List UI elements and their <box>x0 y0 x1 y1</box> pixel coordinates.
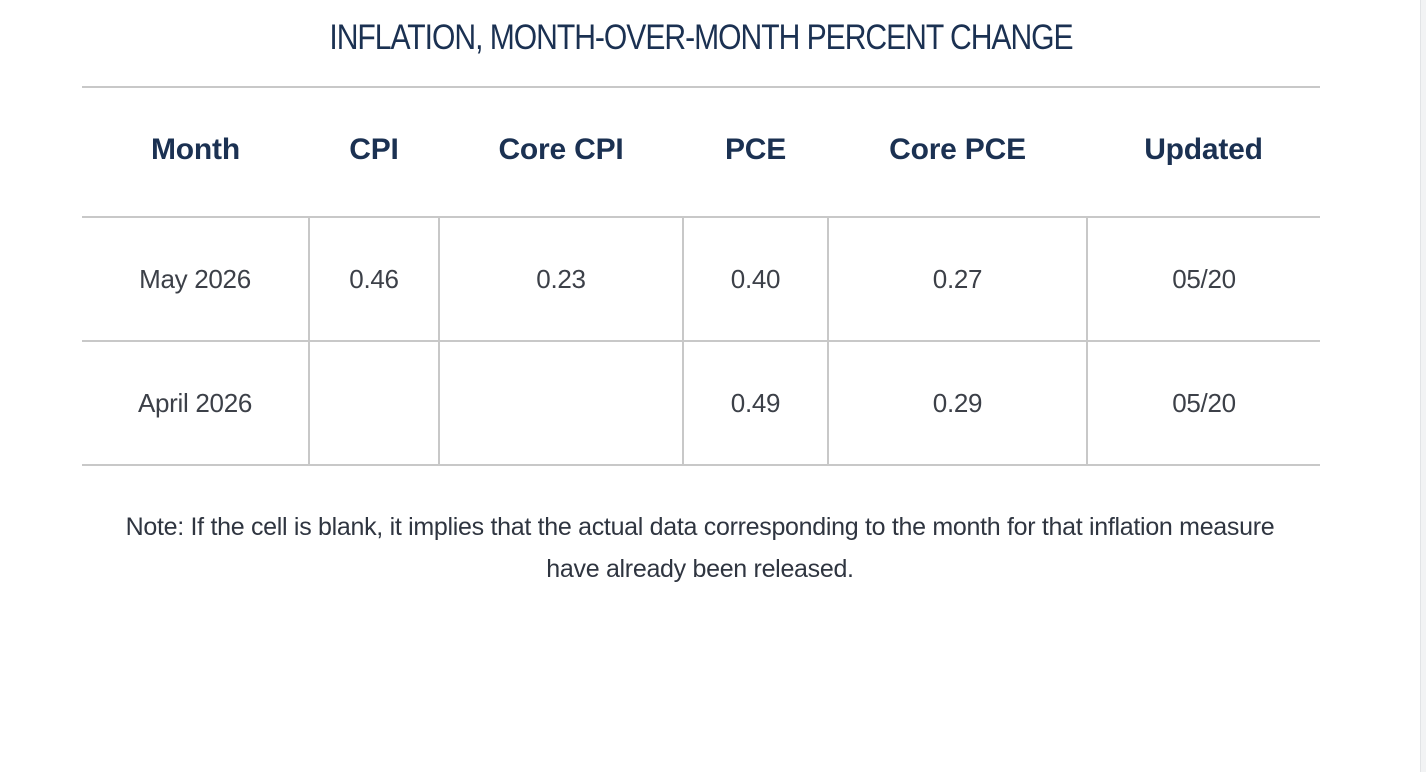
column-header-core-cpi: Core CPI <box>439 86 683 218</box>
table-row: May 2026 0.46 0.23 0.40 0.27 05/20 <box>82 217 1320 342</box>
cell-core-cpi <box>438 341 683 466</box>
column-header-month: Month <box>82 86 309 218</box>
cell-month: May 2026 <box>82 217 309 342</box>
page-scroll-edge <box>1420 0 1426 772</box>
column-header-pce: PCE <box>683 86 828 218</box>
cell-core-pce: 0.29 <box>827 341 1087 466</box>
table-title: INFLATION, MONTH-OVER-MONTH PERCENT CHAN… <box>329 18 1073 57</box>
inflation-table-container: Month CPI Core CPI PCE Core PCE Updated … <box>82 86 1320 466</box>
table-header-row: Month CPI Core CPI PCE Core PCE Updated <box>82 86 1320 218</box>
cell-core-pce: 0.27 <box>827 217 1087 342</box>
column-header-core-pce: Core PCE <box>828 86 1087 218</box>
cell-cpi <box>308 341 439 466</box>
cell-pce: 0.40 <box>682 217 828 342</box>
cell-cpi: 0.46 <box>308 217 439 342</box>
column-header-cpi: CPI <box>309 86 439 218</box>
inflation-table: Month CPI Core CPI PCE Core PCE Updated … <box>82 86 1320 466</box>
cell-pce: 0.49 <box>682 341 828 466</box>
cell-core-cpi: 0.23 <box>438 217 683 342</box>
cell-month: April 2026 <box>82 341 309 466</box>
cell-updated: 05/20 <box>1086 341 1320 466</box>
column-header-updated: Updated <box>1087 86 1320 218</box>
table-row: April 2026 0.49 0.29 05/20 <box>82 341 1320 466</box>
cell-updated: 05/20 <box>1086 217 1320 342</box>
table-note: Note: If the cell is blank, it implies t… <box>125 513 1275 583</box>
